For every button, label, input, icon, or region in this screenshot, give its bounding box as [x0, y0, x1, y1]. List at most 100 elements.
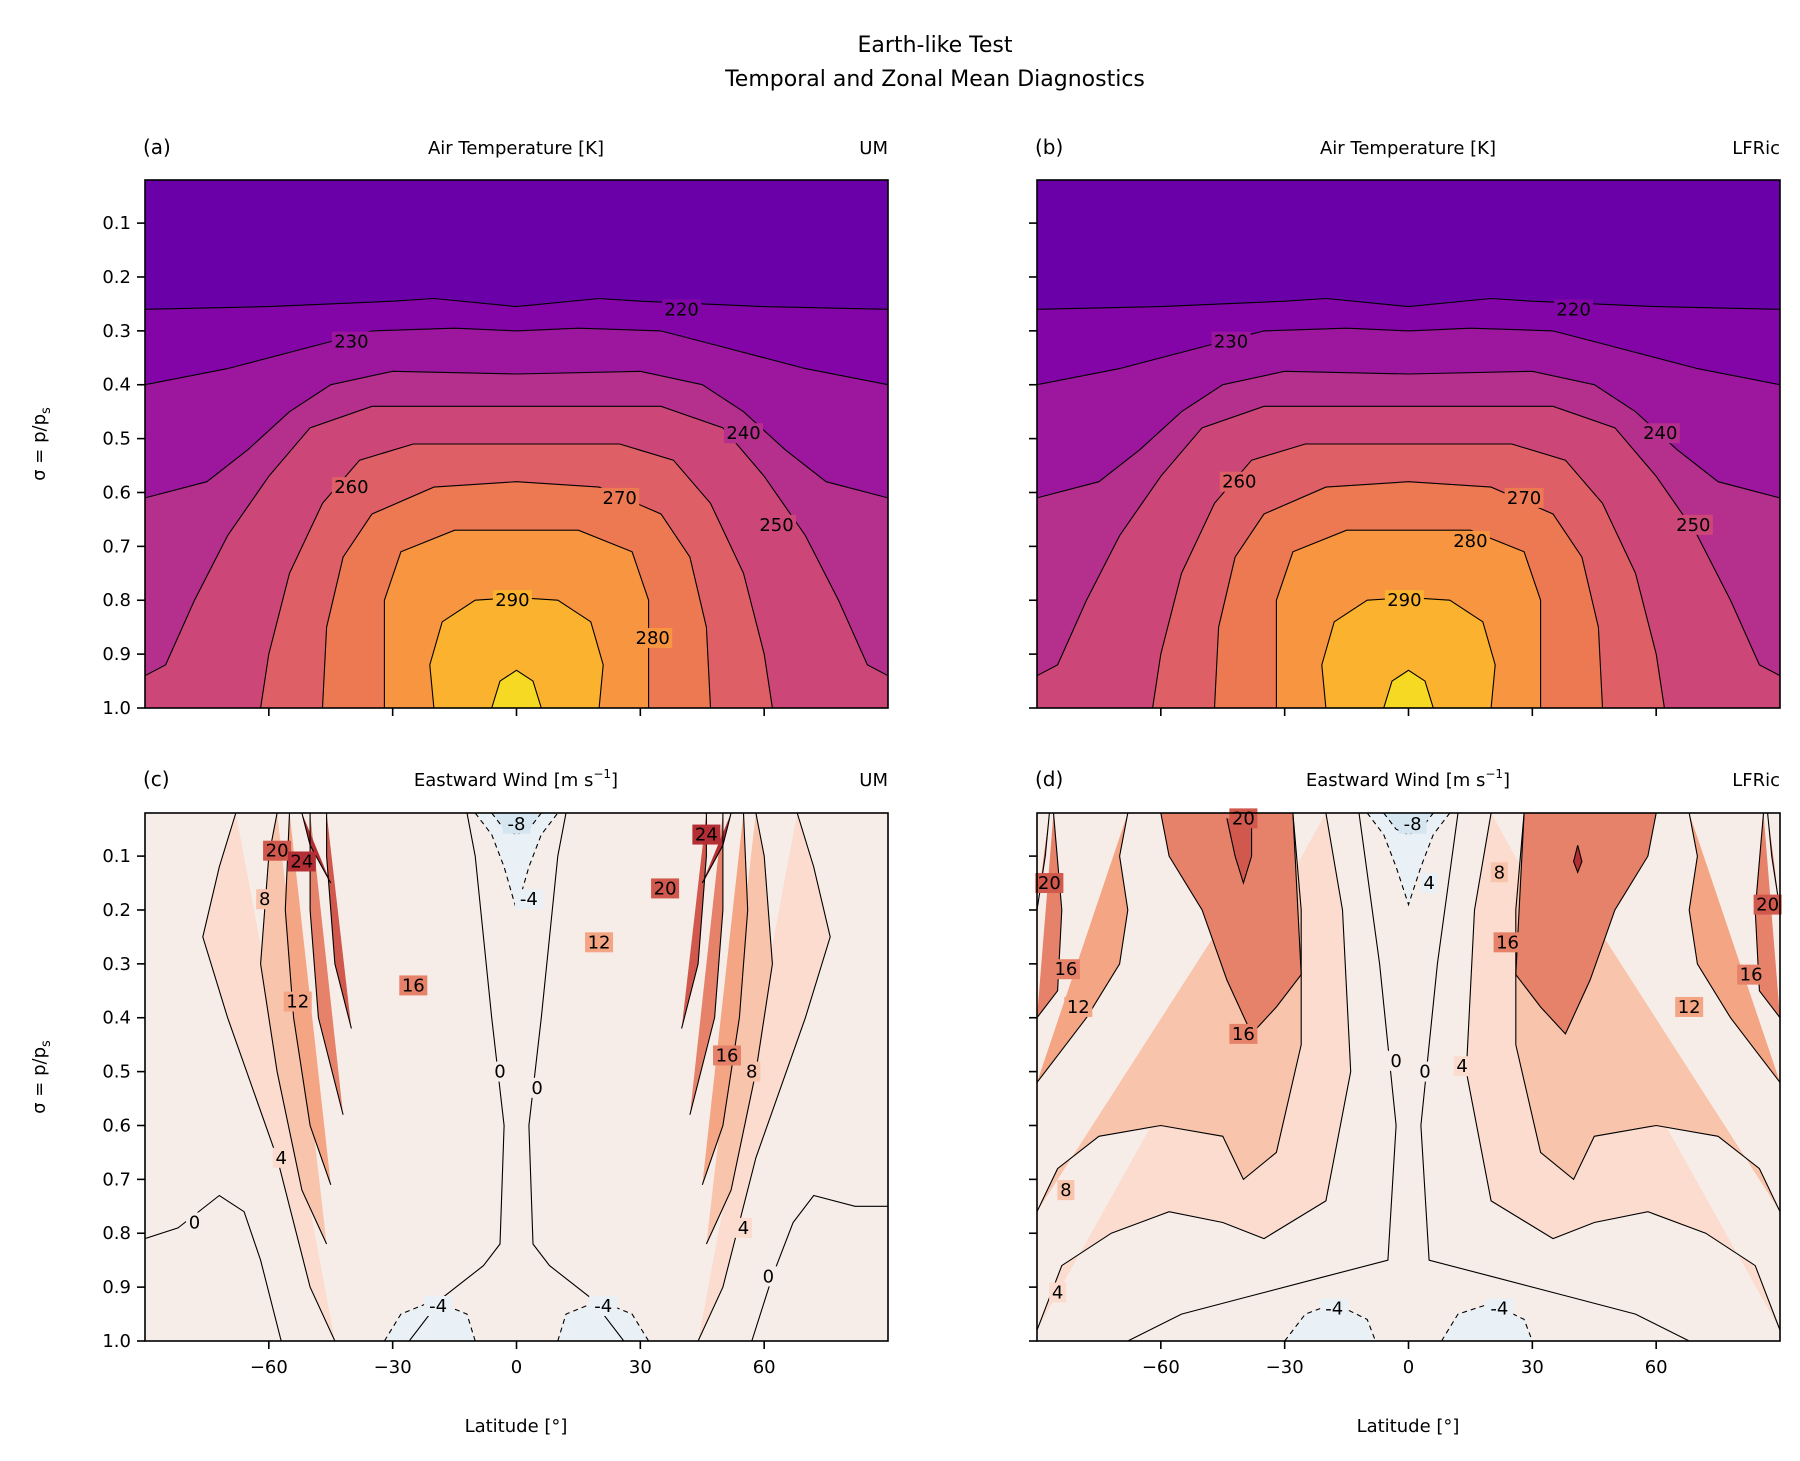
contour-fill	[751, 1195, 888, 1341]
panel-d: (d) Eastward Wind [m s−1] LFRic 00-4 -44-…	[1029, 767, 1782, 1437]
y-axis-label-main: σ = p/p	[29, 1047, 50, 1114]
contour-line	[1037, 813, 1063, 1019]
y-axis	[1029, 222, 1037, 709]
x-axis-label: Latitude [°]	[465, 1416, 568, 1437]
contour-line	[321, 481, 712, 708]
y-tick-label: 0.7	[102, 1169, 131, 1190]
contour-line	[1275, 529, 1542, 708]
contour-label-bg	[692, 824, 721, 845]
contour-label: 240	[726, 423, 760, 444]
contour-fill	[409, 813, 505, 1341]
contour-label: 250	[759, 515, 793, 536]
contour-line	[1160, 813, 1302, 1035]
panel-title: Eastward Wind [m s−1]	[1306, 767, 1510, 791]
contour-label: -4	[429, 1296, 447, 1317]
contour-label-bg	[1640, 423, 1680, 444]
contour-label: 4	[1423, 873, 1434, 894]
contour-label: 20	[1756, 895, 1779, 916]
contour-label: 250	[1676, 515, 1710, 536]
contour-label: 12	[1678, 997, 1701, 1018]
contour-label: 290	[495, 590, 529, 611]
y-tick-label: 0.3	[102, 954, 131, 975]
contour-lines	[1037, 813, 1780, 1341]
contour-label-bg	[1737, 964, 1766, 985]
contour-label-bg	[399, 975, 428, 996]
contour-label: 4	[1052, 1283, 1063, 1304]
contour-fill	[310, 813, 344, 1115]
contour-fill	[260, 813, 327, 1244]
y-tick-label: 0.9	[102, 1277, 131, 1298]
contour-fill	[1689, 813, 1780, 1083]
contour-label: 8	[259, 889, 270, 910]
temperature-fill	[145, 180, 888, 708]
contour-label: -8	[1404, 814, 1422, 835]
y-tick-label: 0.5	[102, 429, 131, 450]
contour-label: 16	[1740, 965, 1763, 986]
contour-fill	[326, 813, 352, 1029]
contour-line	[474, 813, 559, 912]
x-axis	[268, 708, 765, 716]
contour-label-bg	[287, 851, 316, 872]
contour-label: 12	[1067, 997, 1090, 1018]
contour-fill	[528, 813, 624, 1341]
contour-label: 0	[1419, 1062, 1430, 1083]
contour-label-bg	[1554, 299, 1594, 320]
contour-labels: 220 230 240 250 260 270 280 290	[1211, 299, 1713, 611]
contour-label: 230	[1214, 332, 1248, 353]
panel-b: (b) Air Temperature [K] LFRic 2202302402…	[1029, 135, 1781, 716]
contour-label: 0	[1390, 1051, 1401, 1072]
contour-fill	[301, 813, 331, 883]
panel-model: LFRic	[1732, 138, 1780, 159]
contour-fill	[702, 813, 732, 883]
y-tick-label: 0.8	[102, 1223, 131, 1244]
contour-label-bg	[1057, 1180, 1075, 1201]
contour-label: 0	[531, 1078, 542, 1099]
contour-label-bg	[186, 1212, 204, 1233]
contour-label: 270	[603, 488, 637, 509]
contour-line	[528, 813, 625, 1341]
contour-label: 4	[738, 1218, 749, 1239]
contour-line	[326, 813, 352, 1029]
contour-label: 16	[1054, 959, 1077, 980]
contour-line	[701, 813, 732, 884]
contour-line	[408, 813, 505, 1341]
panel-title-end: ]	[611, 770, 618, 791]
panel-title: Air Temperature [K]	[428, 138, 604, 159]
x-tick-label: 0	[511, 1357, 522, 1378]
contour-label-bg	[1035, 873, 1064, 894]
contour-line	[1213, 481, 1604, 708]
contour-label: 24	[695, 825, 718, 846]
contour-line	[701, 813, 749, 1185]
y-axis-label: σ = p/ps	[29, 1040, 54, 1114]
contour-label-bg	[514, 889, 543, 910]
contour-line	[491, 813, 542, 836]
contour-label: 290	[1387, 590, 1421, 611]
y-tick-label: 0.6	[102, 1115, 131, 1136]
panel-model: LFRic	[1732, 770, 1780, 791]
contour-line	[1037, 370, 1780, 499]
contour-label: 260	[334, 477, 368, 498]
panel-title-end: ]	[1503, 770, 1510, 791]
y-axis: 0.1 0.2 0.3 0.4 0.5 0.6 0.7 0.8 0.9 1.0	[102, 846, 145, 1352]
contour-label-bg	[1675, 996, 1704, 1017]
contour-fill	[145, 670, 888, 708]
contour-label-bg	[600, 487, 640, 508]
wind-fill	[1037, 813, 1780, 1341]
contour-fill	[202, 813, 335, 1341]
contour-label-bg	[283, 991, 312, 1012]
contour-label-bg	[1416, 1061, 1434, 1082]
contour-line	[1767, 813, 1780, 911]
y-tick-label: 0.2	[102, 900, 131, 921]
contour-fill	[145, 1195, 282, 1341]
x-tick-label: −30	[374, 1357, 412, 1378]
contour-label: 20	[1232, 808, 1255, 829]
contour-label-bg	[1211, 331, 1251, 352]
contour-label-bg	[1219, 471, 1259, 492]
contour-label-bg	[272, 1147, 290, 1168]
contour-label: 12	[588, 932, 611, 953]
contour-label-bg	[1229, 1023, 1258, 1044]
contour-line	[689, 813, 724, 1115]
contour-label-bg	[1673, 514, 1713, 535]
y-tick-label: 0.6	[102, 482, 131, 503]
contour-line	[1420, 813, 1690, 1341]
